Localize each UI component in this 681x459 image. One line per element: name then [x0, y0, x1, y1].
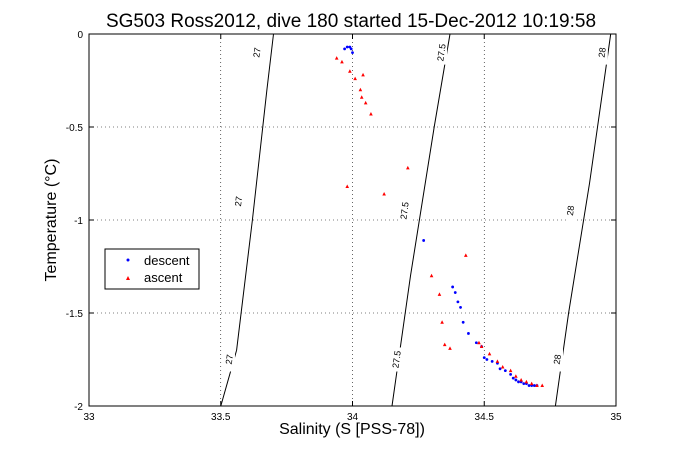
ascent-point: [348, 69, 352, 73]
chart-title: SG503 Ross2012, dive 180 started 15-Dec-…: [106, 11, 596, 32]
isopycnal-label-bg: [553, 347, 564, 372]
descent-point: [422, 239, 426, 242]
y-tick-label: -1.5: [66, 309, 84, 320]
descent-point: [459, 306, 462, 309]
isopycnal-label: 28: [565, 205, 576, 216]
isopycnal-label-bg: [566, 198, 577, 223]
ascent-point: [529, 381, 534, 386]
descent-point: [527, 384, 531, 387]
x-tick-label: 34: [347, 412, 359, 423]
ascent-point: [406, 165, 410, 170]
ascent-point: [477, 340, 481, 345]
x-tick-label: 34.5: [475, 412, 495, 423]
ascent-point: [524, 379, 529, 384]
descent-point: [351, 51, 354, 54]
ascent-point: [382, 191, 386, 196]
isopycnal-label: 28: [597, 47, 608, 58]
isopycnal-label: 27: [251, 47, 262, 58]
ascent-point: [359, 95, 364, 99]
ascent-point: [464, 253, 468, 257]
y-tick-label: -0.5: [66, 123, 84, 134]
x-axis-label: Salinity (S [PSS-78]): [279, 421, 425, 438]
ascent-point: [353, 76, 357, 81]
x-tick-label: 33: [83, 412, 95, 423]
ascent-point: [495, 359, 500, 363]
y-tick-label: 0: [77, 30, 83, 41]
legend-box: [104, 248, 200, 290]
isopycnal-label: 27.5: [391, 350, 403, 369]
legend: descent ascent: [104, 248, 200, 290]
ascent-point: [442, 342, 447, 347]
descent-point: [532, 384, 536, 387]
isopycnal-label: 27: [224, 354, 235, 365]
descent-point: [514, 378, 518, 382]
ascent-point: [358, 87, 363, 92]
ascent-point: [479, 344, 484, 348]
data-points: [334, 45, 545, 388]
ascent-point: [508, 368, 513, 373]
isopycnal-label-bg: [400, 198, 411, 223]
isopycnal-label-bg: [392, 347, 403, 372]
descent-point: [456, 300, 460, 304]
isopycnal-label-bg: [224, 347, 235, 372]
isopycnal-label: 27: [233, 196, 244, 207]
x-tick-label: 33.5: [211, 412, 231, 423]
descent-point: [517, 380, 520, 384]
legend-label-ascent: ascent: [144, 270, 183, 285]
isopycnal-line: [391, 33, 451, 407]
descent-point: [453, 291, 457, 294]
isopycnal-label-bg: [234, 189, 245, 214]
descent-point: [482, 356, 486, 360]
descent-point: [503, 369, 507, 373]
ascent-point: [448, 346, 452, 350]
y-tick-label: -1: [74, 216, 83, 227]
descent-point: [343, 47, 346, 51]
descent-point: [467, 332, 470, 335]
descent-point: [522, 382, 526, 386]
legend-label-descent: descent: [144, 253, 190, 268]
ascent-point: [487, 351, 492, 356]
isopycnal-label: 27.5: [398, 201, 410, 220]
isopycnal-line: [554, 33, 612, 407]
descent-point: [345, 45, 349, 49]
ascent-point: [369, 111, 373, 116]
ascent-point: [514, 374, 518, 378]
ascent-point: [519, 377, 523, 382]
legend-marker-descent: [126, 258, 130, 262]
ascent-point: [345, 184, 350, 189]
descent-point: [511, 376, 515, 380]
ascent-point: [363, 100, 368, 105]
isopycnal-contours: 27 27 27 27.5 27.5 27.5 28 28 28: [220, 33, 612, 407]
descent-point: [461, 320, 465, 324]
isopycnal-label-bg: [437, 40, 448, 65]
y-tick-label: -2: [74, 402, 83, 413]
ascent-point: [334, 56, 339, 60]
isopycnal-label-bg: [252, 40, 263, 65]
isopycnal-label: 27.5: [435, 43, 447, 62]
y-axis-label: Temperature (°C): [43, 159, 60, 282]
ascent-point: [361, 72, 365, 77]
ascent-point: [540, 383, 545, 388]
legend-marker-ascent: [126, 276, 130, 280]
ascent-point: [440, 320, 444, 324]
descent-point: [485, 358, 489, 361]
isopycnal-label-bg: [597, 40, 608, 65]
ascent-point: [500, 364, 505, 369]
descent-point: [349, 47, 353, 51]
descent-point: [474, 341, 478, 345]
isopycnal-label: 28: [552, 354, 563, 365]
ascent-point: [535, 383, 539, 388]
descent-point: [498, 367, 502, 371]
x-tick-label: 35: [610, 412, 622, 423]
ascent-point: [340, 59, 344, 64]
descent-point: [490, 359, 494, 363]
descent-point: [451, 285, 455, 289]
ascent-point: [437, 292, 442, 296]
ascent-point: [429, 273, 434, 278]
axis-ticks: 33 33.5 34 34.5 35 0 -0.5 -1 -1.5 -2: [66, 30, 622, 423]
descent-point: [509, 372, 512, 376]
